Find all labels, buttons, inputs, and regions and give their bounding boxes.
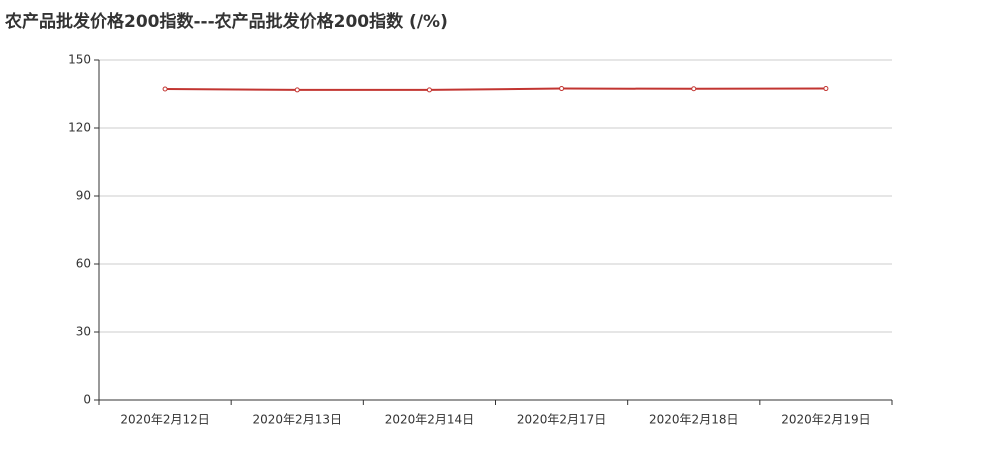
x-tick-label: 2020年2月14日 bbox=[385, 413, 474, 427]
x-tick-label: 2020年2月18日 bbox=[649, 413, 738, 427]
data-point bbox=[823, 86, 829, 92]
data-point bbox=[426, 87, 432, 93]
x-tick-label: 2020年2月19日 bbox=[781, 413, 870, 427]
data-point bbox=[162, 86, 168, 92]
x-tick-label: 2020年2月17日 bbox=[517, 413, 606, 427]
x-tick-label: 2020年2月12日 bbox=[120, 413, 209, 427]
y-tick-label: 60 bbox=[76, 257, 91, 271]
y-tick-label: 0 bbox=[83, 393, 91, 407]
data-point bbox=[691, 86, 697, 92]
y-tick-label: 30 bbox=[76, 325, 91, 339]
data-point bbox=[294, 87, 300, 93]
chart-title: 农产品批发价格200指数---农产品批发价格200指数 (/%) bbox=[4, 11, 448, 32]
y-tick-label: 90 bbox=[76, 189, 91, 203]
x-tick-label: 2020年2月13日 bbox=[253, 413, 342, 427]
y-tick-label: 120 bbox=[68, 121, 91, 135]
series-line bbox=[165, 87, 826, 91]
data-point bbox=[559, 86, 565, 92]
y-tick-label: 150 bbox=[68, 53, 91, 67]
